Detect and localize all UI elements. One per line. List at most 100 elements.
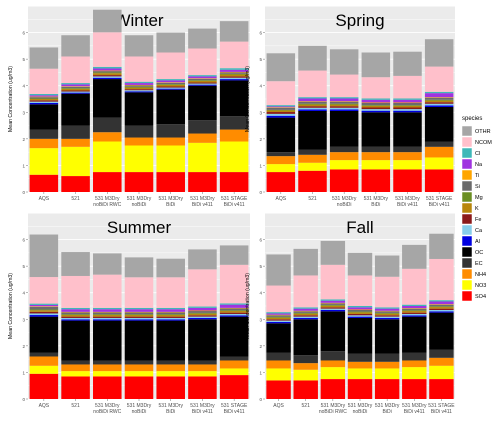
bar-segment-nh4 (402, 360, 427, 368)
x-tick-label: 531 M3Dry noBiDi RWC (319, 403, 347, 415)
bar-segment-k (188, 313, 217, 316)
legend-label-na: Na (475, 162, 483, 168)
bar-segment-no3 (156, 145, 185, 173)
legend-swatch-othr (461, 125, 473, 137)
bar-segment-cl (298, 97, 327, 99)
bar-segment-othr (320, 240, 346, 265)
bar-segment-fe (61, 90, 90, 92)
bar-segment-ca (429, 309, 454, 312)
y-tick-label: 5 (259, 57, 262, 62)
bar-segment-othr (393, 51, 422, 76)
bar-segment-si (393, 102, 422, 106)
bar-segment-ncom (393, 75, 422, 99)
legend-title: species (462, 116, 482, 122)
bar-segment-al (266, 115, 296, 118)
bar-segment-ti (266, 314, 291, 316)
bar-segment-othr (361, 52, 391, 78)
bar-segment-oc (429, 312, 454, 350)
legend-swatch-no3 (461, 279, 473, 291)
bar-segment-cl (374, 307, 400, 309)
bar-segment-mg (374, 312, 400, 314)
bar-segment-na (156, 309, 185, 312)
bar-segment-oc (124, 320, 154, 361)
bar-segment-fe (361, 107, 391, 110)
bar-segment-ncom (266, 285, 291, 313)
bar-segment-k (219, 74, 249, 77)
bar-segment-k (61, 88, 90, 91)
bar-segment-oc (156, 320, 185, 361)
bar-segment-k (266, 110, 296, 113)
bar-segment-si (424, 97, 454, 100)
bar-segment-ncom (293, 275, 318, 308)
bar-segment-cl (156, 307, 185, 310)
bar-segment-so4 (61, 376, 90, 399)
x-tick-label: AQS (276, 196, 287, 202)
bar-segment-ncom (93, 274, 122, 308)
bar-segment-ncom (347, 275, 373, 306)
bar-segment-cl (61, 307, 90, 310)
bar-segment-no3 (124, 371, 154, 377)
bar-segment-si (266, 315, 291, 317)
bar-segment-mg (188, 80, 217, 81)
bar-segment-othr (266, 53, 296, 82)
bar-segment-no3 (402, 367, 427, 380)
bar-segment-ec (188, 120, 217, 134)
bar-segment-no3 (266, 164, 296, 173)
bar-segment-na (124, 309, 154, 312)
bar-segment-cl (320, 299, 346, 301)
bar-segment-k (293, 313, 318, 316)
bar-segment-nh4 (320, 360, 346, 368)
bar-segment-ti (393, 102, 422, 103)
bar-segment-si (124, 312, 154, 315)
bar-segment-fe (374, 315, 400, 317)
bar-segment-na (156, 80, 185, 83)
legend-swatch-ec (461, 257, 473, 269)
bar-segment-othr (188, 249, 217, 270)
y-tick-label: 0 (259, 190, 262, 195)
bar-segment-ec (402, 352, 427, 361)
legend-swatch-oc (461, 246, 473, 258)
legend-label-si: Si (475, 184, 480, 190)
bar-segment-k (393, 105, 422, 108)
legend-swatch-cl (461, 147, 473, 159)
x-tick-label: 531 STAGE BiDi v411 (221, 196, 248, 208)
bar-segment-mg (293, 312, 318, 314)
bar-segment-na (93, 309, 122, 312)
legend-swatch-ncom (461, 136, 473, 148)
bar-segment-na (61, 309, 90, 312)
y-tick-label: 2 (259, 344, 262, 349)
bar-segment-oc (61, 93, 90, 126)
bar-segment-ec (298, 149, 327, 155)
bar-segment-no3 (298, 162, 327, 171)
x-tick-label: AQS (39, 403, 50, 409)
y-tick-label: 4 (22, 84, 25, 89)
bar-segment-cl (188, 75, 217, 77)
x-tick-label: AQS (39, 196, 50, 202)
x-tick-label: AQS (273, 403, 284, 409)
bar-segment-ec (293, 355, 318, 364)
x-tick-label: 531 M3Dry BiDi (364, 196, 389, 208)
x-tick-label: 531 M3Dry BiDi (158, 403, 183, 415)
bar-segment-ec (329, 146, 359, 153)
bar-segment-k (374, 313, 400, 316)
bar-segment-ti (156, 311, 185, 313)
bar-segment-ncom (188, 48, 217, 76)
x-tick-label: 531 M3Dry BiDi v411 (395, 196, 420, 208)
bar-segment-cl (124, 307, 154, 310)
bar-segment-oc (29, 104, 59, 130)
bar-segment-so4 (61, 176, 90, 192)
bar-segment-ti (29, 96, 59, 98)
bar-segment-ti (61, 86, 90, 87)
bar-segment-ca (29, 313, 59, 316)
bar-segment-cl (219, 68, 249, 70)
bar-segment-othr (61, 252, 90, 276)
bar-segment-ti (347, 309, 373, 310)
bar-segment-ec (266, 152, 296, 157)
legend-label-oc: OC (475, 250, 483, 256)
bar-segment-nh4 (361, 152, 391, 161)
bar-segment-nh4 (374, 361, 400, 369)
bar-segment-ti (93, 70, 122, 72)
bar-segment-k (156, 315, 185, 317)
bar-segment-na (429, 301, 454, 305)
